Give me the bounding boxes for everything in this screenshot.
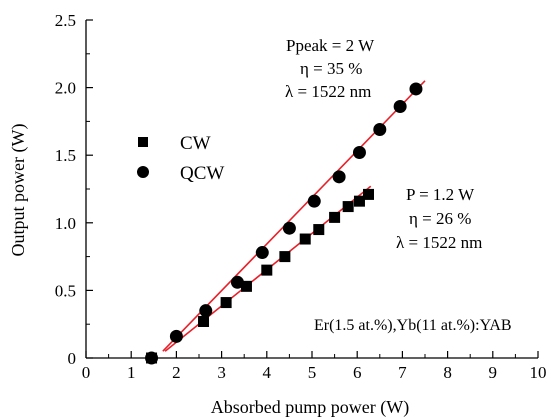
x-tick-label: 6 <box>353 363 362 382</box>
qcw-data-point <box>199 304 213 318</box>
x-tick-label: 4 <box>263 363 272 382</box>
qcw-efficiency-label: η = 35 % <box>300 59 362 78</box>
crystal-composition-label: Er(1.5 at.%),Yb(11 at.%):YAB <box>314 317 512 334</box>
qcw-data-point <box>230 275 244 289</box>
cw-data-point <box>313 224 325 236</box>
axis-ticks: 0 1 2 3 4 5 6 7 8 9 10 0 0.5 1.0 1.5 2.0 2.5 <box>55 11 547 382</box>
qcw-data-point <box>307 194 321 208</box>
qcw-wavelength-label: λ = 1522 nm <box>285 82 371 101</box>
cw-annotation: P = 1.2 W η = 26 % λ = 1522 nm <box>396 185 482 252</box>
y-tick-label: 0.5 <box>55 281 76 300</box>
cw-data-point <box>198 315 210 327</box>
qcw-peak-power-label: Ppeak = 2 W <box>286 36 375 55</box>
x-tick-label: 10 <box>530 363 547 382</box>
x-tick-label: 1 <box>127 363 136 382</box>
x-tick-label: 2 <box>172 363 181 382</box>
y-tick-label: 1.5 <box>55 146 76 165</box>
x-tick-label: 5 <box>308 363 317 382</box>
x-tick-label: 3 <box>217 363 226 382</box>
y-tick-label: 2.5 <box>55 11 76 30</box>
qcw-data-point <box>282 221 296 235</box>
cw-wavelength-label: λ = 1522 nm <box>396 233 482 252</box>
legend-marker-qcw <box>137 166 149 178</box>
x-axis-title: Absorbed pump power (W) <box>211 397 409 418</box>
qcw-data-point <box>255 246 269 260</box>
y-tick-label: 2.0 <box>55 79 76 98</box>
cw-power-label: P = 1.2 W <box>406 185 475 204</box>
y-axis-title: Output power (W) <box>8 124 29 257</box>
x-tick-label: 8 <box>443 363 452 382</box>
qcw-data-point <box>393 100 407 114</box>
x-tick-label: 9 <box>489 363 498 382</box>
legend-label-cw: CW <box>180 133 211 154</box>
cw-data-point <box>279 251 291 263</box>
qcw-data-point <box>409 82 423 96</box>
legend: CW QCW <box>137 133 224 184</box>
qcw-data-point <box>373 123 387 137</box>
cw-efficiency-label: η = 26 % <box>409 209 471 228</box>
cw-data-point <box>240 280 252 292</box>
x-tick-label: 7 <box>398 363 407 382</box>
cw-data-point <box>299 233 311 245</box>
y-tick-label: 0 <box>68 349 77 368</box>
cw-data-point <box>342 201 354 213</box>
qcw-annotation: Ppeak = 2 W η = 35 % λ = 1522 nm <box>285 36 375 101</box>
qcw-data-point <box>352 145 366 159</box>
cw-data-point <box>220 297 232 309</box>
plot-area <box>145 80 426 365</box>
y-tick-label: 1.0 <box>55 214 76 233</box>
cw-data-point <box>353 195 365 207</box>
qcw-data-point <box>169 329 183 343</box>
x-tick-label: 0 <box>82 363 91 382</box>
cw-data-point <box>261 264 273 276</box>
cw-data-point <box>363 188 374 200</box>
legend-marker-cw <box>138 137 148 147</box>
legend-label-qcw: QCW <box>180 163 224 184</box>
cw-data-point <box>329 211 341 223</box>
qcw-data-point <box>332 170 346 184</box>
